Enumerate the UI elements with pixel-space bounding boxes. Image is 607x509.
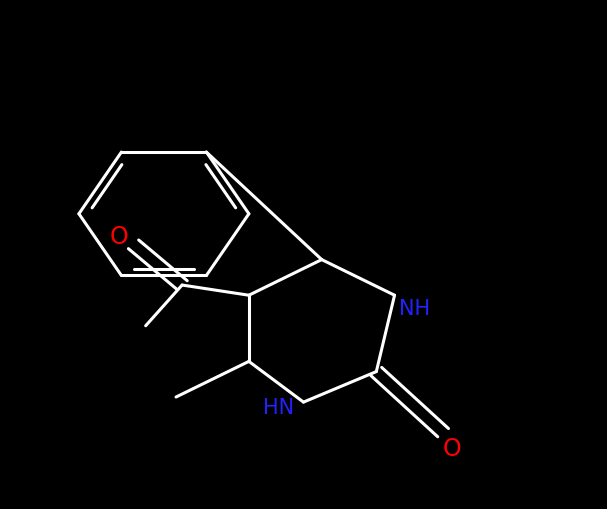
Text: NH: NH	[399, 299, 430, 320]
Text: O: O	[443, 437, 461, 461]
Text: HN: HN	[263, 398, 294, 418]
Text: O: O	[110, 224, 128, 249]
